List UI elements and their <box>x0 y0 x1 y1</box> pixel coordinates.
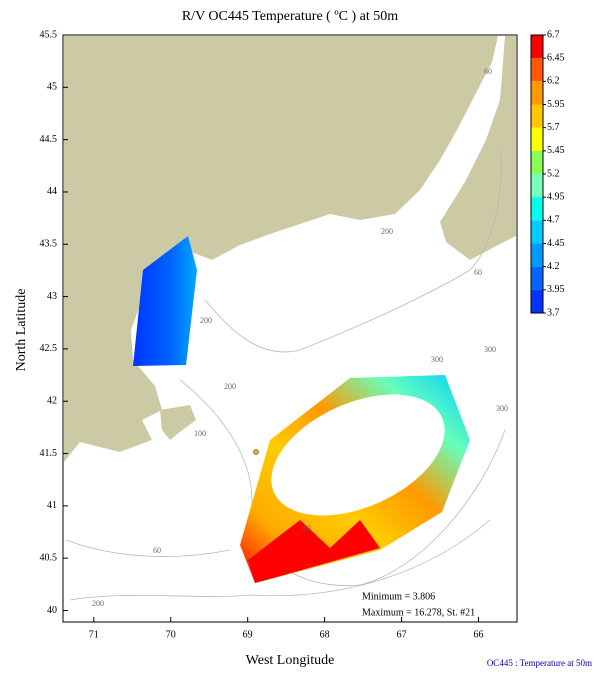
y-tick-label: 44.5 <box>40 134 58 145</box>
station-marker <box>253 449 259 455</box>
y-tick-label: 41 <box>47 500 57 511</box>
contour-label: 100 <box>194 429 206 438</box>
x-tick-label: 68 <box>320 629 330 640</box>
land <box>64 36 516 462</box>
y-tick-label: 40 <box>47 605 57 616</box>
y-tick-label: 43.5 <box>40 239 58 250</box>
x-tick-label: 66 <box>474 629 484 640</box>
y-tick-label: 45 <box>47 82 57 93</box>
colorbar-label: 6.45 <box>547 52 565 63</box>
colorbar-label: 5.2 <box>547 168 560 179</box>
x-tick-label: 70 <box>166 629 176 640</box>
y-tick-label: 42 <box>47 396 57 407</box>
contour-label: 200 <box>224 382 236 391</box>
colorbar-label: 4.95 <box>547 191 565 202</box>
colorbar-bin <box>531 127 543 151</box>
contour-label: 60 <box>303 524 311 533</box>
colorbar-label: 3.7 <box>547 307 560 318</box>
colorbar-bin <box>531 104 543 128</box>
survey-field-north <box>133 236 197 366</box>
colorbar-bin <box>531 150 543 174</box>
contour-label: 200 <box>381 227 393 236</box>
colorbar-bin <box>531 174 543 198</box>
contour-label: 60 <box>153 546 161 555</box>
colorbar-bin <box>531 289 543 313</box>
y-tick-label: 45.5 <box>40 29 58 40</box>
y-tick-label: 43 <box>47 291 57 302</box>
colorbar-label: 4.45 <box>547 238 565 249</box>
contour-label: 300 <box>484 345 496 354</box>
depth-contours <box>65 149 506 601</box>
y-tick-label: 42.5 <box>40 343 58 354</box>
colorbar-bin <box>531 266 543 290</box>
colorbar-bin <box>531 243 543 267</box>
colorbar-label: 6.7 <box>547 29 560 40</box>
colorbar-label: 5.45 <box>547 145 565 156</box>
y-tick-label: 40.5 <box>40 552 58 563</box>
colorbar-label: 3.95 <box>547 284 565 295</box>
survey-gap <box>271 394 445 516</box>
map-title: R/V OC445 Temperature ( ºC ) at 50m <box>182 9 398 24</box>
colorbar-bin <box>531 81 543 105</box>
colorbar-bin <box>531 197 543 221</box>
colorbar-bin <box>531 35 543 59</box>
y-tick-label: 44 <box>47 186 57 197</box>
contour-label: 300 <box>431 355 443 364</box>
colorbar-label: 5.7 <box>547 122 560 133</box>
contour-label: 60 <box>474 268 482 277</box>
x-tick-label: 71 <box>89 629 99 640</box>
colorbar-label: 4.2 <box>547 261 560 272</box>
colorbar-label: 4.7 <box>547 215 560 226</box>
colorbar-label: 6.2 <box>547 76 560 87</box>
contour-label: 60 <box>484 67 492 76</box>
x-tick-label: 69 <box>243 629 253 640</box>
maximum-label: Maximum = 16.278, St. #21 <box>362 607 475 618</box>
minimum-label: Minimum = 3.806 <box>362 591 435 602</box>
y-axis-label: North Latitude <box>14 289 29 372</box>
survey-field-warm <box>248 520 380 583</box>
contour-label: 300 <box>496 404 508 413</box>
x-axis-label: West Longitude <box>246 653 335 668</box>
colorbar-bin <box>531 220 543 244</box>
footer-label: OC445 : Temperature at 50m <box>487 658 592 668</box>
contour-label: 200 <box>92 599 104 608</box>
y-tick-label: 41.5 <box>40 448 58 459</box>
colorbar-bin <box>531 58 543 82</box>
x-tick-label: 67 <box>397 629 407 640</box>
colorbar-label: 5.95 <box>547 99 565 110</box>
contour-label: 200 <box>200 316 212 325</box>
